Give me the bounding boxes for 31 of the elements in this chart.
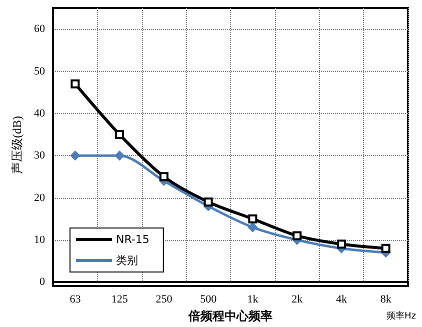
- x-tick-label: 1k: [247, 294, 259, 306]
- point: [381, 244, 390, 253]
- point: [114, 150, 124, 160]
- point: [248, 214, 258, 224]
- point: [248, 222, 258, 232]
- point: [336, 240, 346, 249]
- y-tick-label: 30: [34, 150, 46, 162]
- legend-label: NR-15: [116, 233, 150, 246]
- point: [70, 150, 80, 160]
- x-tick-label: 250: [156, 294, 173, 306]
- x-tick-label: 63: [70, 294, 82, 306]
- y-tick-label: 40: [34, 107, 46, 120]
- y-tick-label: 10: [34, 234, 46, 246]
- x-axis-title: 倍频程中心频率: [188, 309, 272, 323]
- legend-label: 类别: [116, 254, 138, 267]
- x-tick-label: 8k: [380, 294, 392, 306]
- x-tick-label: 4k: [336, 294, 348, 306]
- point: [70, 79, 80, 88]
- y-axis-title: 声压级(dB): [10, 116, 24, 174]
- point: [292, 231, 302, 240]
- x-tick-label: 500: [200, 294, 218, 306]
- point: [159, 172, 168, 182]
- text: 频率Hz: [386, 310, 416, 322]
- point: [115, 130, 124, 140]
- x-tick-label: 2k: [292, 294, 304, 306]
- y-tick-label: 50: [34, 65, 46, 78]
- point: [204, 197, 213, 206]
- y-tick-label: 60: [34, 23, 46, 36]
- y-tick-label: 20: [34, 192, 46, 204]
- x-tick-label: 125: [111, 294, 128, 306]
- y-tick-label: 0: [40, 276, 46, 288]
